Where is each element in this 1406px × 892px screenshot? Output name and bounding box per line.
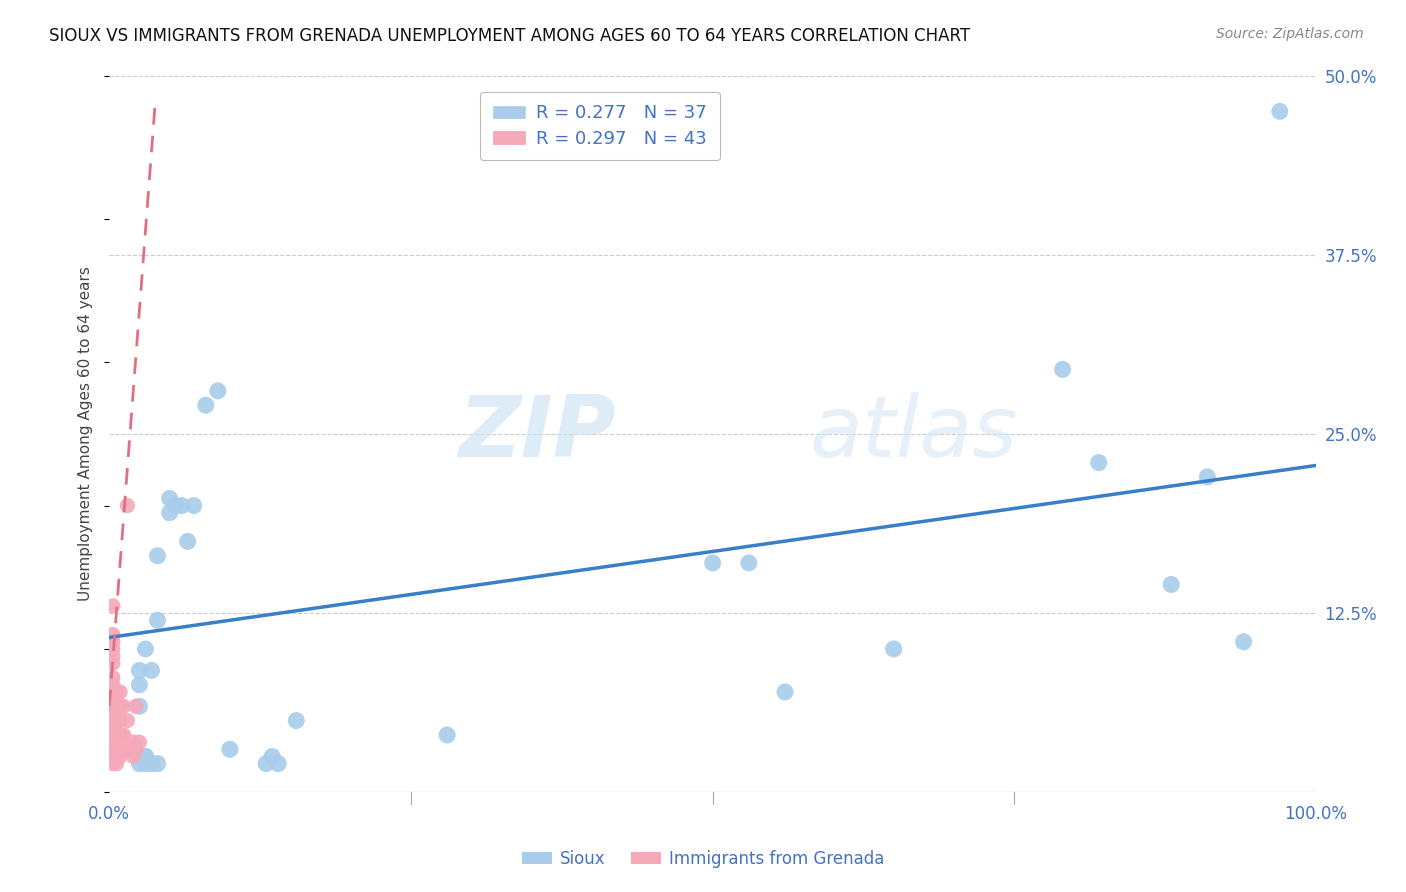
Point (122, 735, 145, 749)
Point (101, 678, 124, 692)
Point (108, 685, 131, 699)
Point (1232, 634, 1254, 648)
Legend: R = 0.277   N = 37, R = 0.297   N = 43: R = 0.277 N = 37, R = 0.297 N = 43 (481, 92, 720, 161)
Point (128, 699, 150, 714)
Point (105, 699, 128, 714)
Point (285, 714, 308, 728)
Point (101, 685, 124, 699)
Point (128, 664, 150, 678)
Point (101, 749, 124, 764)
Legend: Sioux, Immigrants from Grenada: Sioux, Immigrants from Grenada (515, 844, 891, 875)
Point (125, 699, 148, 714)
Point (773, 685, 796, 699)
Point (176, 534, 198, 549)
Point (122, 749, 145, 764)
Point (128, 678, 150, 692)
Point (146, 613, 169, 627)
Point (128, 735, 150, 749)
Point (101, 634, 124, 648)
Point (112, 699, 135, 714)
Point (1197, 470, 1219, 484)
Point (108, 749, 131, 764)
Point (101, 735, 124, 749)
Point (254, 756, 277, 771)
Point (101, 599, 124, 613)
Point (883, 642, 905, 657)
Point (108, 699, 131, 714)
Point (117, 499, 139, 513)
Point (117, 714, 139, 728)
Point (219, 742, 242, 756)
Point (112, 742, 135, 756)
Point (134, 749, 156, 764)
Text: atlas: atlas (808, 392, 1017, 475)
Point (207, 384, 229, 398)
Point (108, 714, 131, 728)
Point (101, 714, 124, 728)
Point (108, 728, 131, 742)
Point (101, 699, 124, 714)
Point (738, 556, 761, 570)
Point (105, 685, 128, 699)
Point (105, 742, 128, 756)
Point (134, 749, 156, 764)
Point (101, 692, 124, 706)
Point (117, 742, 139, 756)
Point (101, 657, 124, 671)
Point (101, 706, 124, 721)
Point (1160, 577, 1182, 591)
Point (159, 491, 181, 506)
Point (101, 671, 124, 685)
Point (105, 728, 128, 742)
Point (101, 649, 124, 664)
Point (101, 642, 124, 657)
Point (262, 749, 284, 764)
Point (1052, 362, 1074, 376)
Point (101, 721, 124, 735)
Point (101, 756, 124, 771)
Y-axis label: Unemployment Among Ages 60 to 64 years: Unemployment Among Ages 60 to 64 years (79, 267, 93, 601)
Point (101, 742, 124, 756)
Point (125, 742, 148, 756)
Text: SIOUX VS IMMIGRANTS FROM GRENADA UNEMPLOYMENT AMONG AGES 60 TO 64 YEARS CORRELAT: SIOUX VS IMMIGRANTS FROM GRENADA UNEMPLO… (49, 27, 970, 45)
Point (436, 728, 458, 742)
Point (170, 499, 193, 513)
Point (128, 756, 150, 771)
Point (146, 549, 169, 563)
Point (702, 556, 724, 570)
Point (105, 714, 128, 728)
Point (101, 627, 124, 641)
Point (141, 756, 163, 771)
Point (134, 642, 156, 657)
Text: ZIP: ZIP (458, 392, 616, 475)
Point (146, 756, 169, 771)
Point (105, 756, 128, 771)
Point (120, 742, 142, 756)
Point (183, 499, 205, 513)
Point (1087, 456, 1109, 470)
Point (165, 499, 187, 513)
Point (267, 756, 290, 771)
Point (194, 398, 217, 412)
Text: Source: ZipAtlas.com: Source: ZipAtlas.com (1216, 27, 1364, 41)
Point (101, 728, 124, 742)
Point (141, 664, 163, 678)
Point (105, 749, 128, 764)
Point (1268, 104, 1291, 119)
Point (112, 728, 135, 742)
Point (159, 506, 181, 520)
Point (134, 756, 156, 771)
